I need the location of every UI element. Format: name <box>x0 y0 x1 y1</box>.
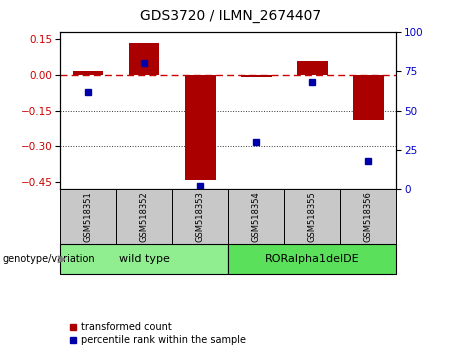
Text: GSM518356: GSM518356 <box>364 192 373 242</box>
Text: RORalpha1delDE: RORalpha1delDE <box>265 254 360 264</box>
Text: wild type: wild type <box>118 254 170 264</box>
Text: genotype/variation: genotype/variation <box>2 254 95 264</box>
Bar <box>353 75 384 120</box>
Text: GSM518355: GSM518355 <box>308 192 317 242</box>
Text: GSM518352: GSM518352 <box>140 192 148 242</box>
Bar <box>241 75 272 77</box>
Legend: transformed count, percentile rank within the sample: transformed count, percentile rank withi… <box>65 319 250 349</box>
Text: GSM518353: GSM518353 <box>195 192 205 242</box>
Text: GSM518351: GSM518351 <box>83 192 93 242</box>
Bar <box>185 75 216 180</box>
Bar <box>297 61 328 75</box>
Text: GSM518354: GSM518354 <box>252 192 261 242</box>
Bar <box>129 42 160 75</box>
Text: GDS3720 / ILMN_2674407: GDS3720 / ILMN_2674407 <box>140 9 321 23</box>
Bar <box>72 71 103 75</box>
